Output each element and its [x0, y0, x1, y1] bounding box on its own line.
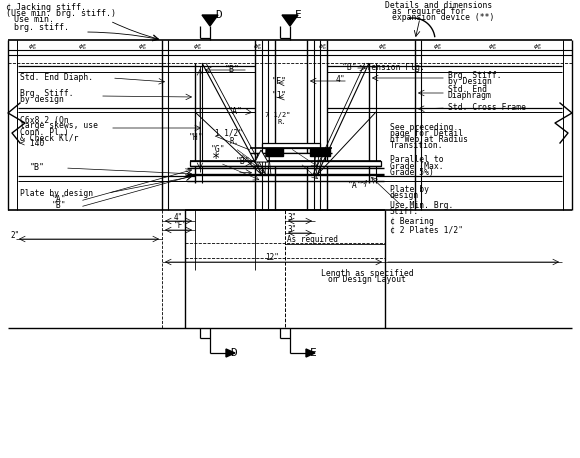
- Text: large skews, use: large skews, use: [20, 121, 98, 131]
- Polygon shape: [266, 148, 283, 156]
- Text: Std. Cross Frame: Std. Cross Frame: [448, 104, 526, 113]
- Text: "F": "F": [272, 77, 287, 87]
- Text: Brg. Stiff.: Brg. Stiff.: [20, 88, 74, 98]
- Text: "B": "B": [225, 65, 240, 73]
- Text: C6x8.2 (On: C6x8.2 (On: [20, 115, 69, 125]
- Text: "A": "A": [348, 181, 362, 191]
- Bar: [190, 161, 381, 166]
- Text: expansion device (**): expansion device (**): [392, 12, 494, 22]
- Text: $\phi_b^a$: $\phi_b^a$: [252, 42, 262, 52]
- Text: < 140: < 140: [20, 140, 45, 148]
- Text: on Design Layout: on Design Layout: [328, 276, 406, 284]
- Text: Std. End Diaph.: Std. End Diaph.: [20, 73, 93, 82]
- Text: E: E: [310, 349, 317, 359]
- Bar: [257, 153, 325, 161]
- Polygon shape: [226, 349, 235, 357]
- Text: ¢ Bearing: ¢ Bearing: [390, 217, 434, 225]
- Text: As required: As required: [287, 235, 338, 245]
- Text: "B": "B": [236, 158, 251, 167]
- Text: "B"  Tension Flg.: "B" Tension Flg.: [342, 62, 425, 71]
- Text: Diaphragm: Diaphragm: [448, 92, 492, 100]
- Text: by design: by design: [20, 94, 64, 104]
- Polygon shape: [255, 150, 268, 162]
- Text: brg. stiff.: brg. stiff.: [14, 22, 69, 32]
- Text: $\phi_b^a$: $\phi_b^a$: [137, 42, 146, 52]
- Text: E: E: [295, 10, 302, 20]
- Text: Conn. Pl.): Conn. Pl.): [20, 127, 69, 136]
- Text: $\phi_b^a$: $\phi_b^a$: [78, 42, 86, 52]
- Text: 7 1/2": 7 1/2": [265, 112, 291, 118]
- Text: Use min.: Use min.: [14, 16, 54, 24]
- Text: See preceding: See preceding: [390, 124, 454, 132]
- Text: "H": "H": [188, 133, 204, 142]
- Text: Use Min. Brg.: Use Min. Brg.: [390, 201, 454, 209]
- Text: D: D: [230, 349, 237, 359]
- Text: by Design: by Design: [448, 76, 492, 86]
- Text: 12": 12": [266, 252, 280, 262]
- Text: Details and dimensions: Details and dimensions: [385, 0, 492, 10]
- Text: R.: R.: [278, 119, 287, 125]
- Text: "G": "G": [211, 146, 226, 154]
- Bar: [262, 143, 320, 148]
- Text: Transition.: Transition.: [390, 142, 444, 151]
- Text: 1 1/2": 1 1/2": [215, 129, 243, 137]
- Text: "J": "J": [272, 92, 287, 100]
- Text: Parallel to: Parallel to: [390, 156, 444, 164]
- Text: *: *: [212, 151, 220, 165]
- Text: page for Detail: page for Detail: [390, 130, 463, 138]
- Text: 3": 3": [287, 224, 296, 234]
- Text: $\phi_b^a$: $\phi_b^a$: [318, 42, 327, 52]
- Text: Std. End: Std. End: [448, 86, 487, 94]
- Text: Grade (Max.: Grade (Max.: [390, 162, 444, 170]
- Text: Plate by design: Plate by design: [20, 189, 93, 197]
- Text: Grade 5%): Grade 5%): [390, 168, 434, 176]
- Polygon shape: [306, 349, 315, 357]
- Text: "A": "A": [228, 107, 243, 115]
- Polygon shape: [282, 15, 298, 26]
- Text: D: D: [215, 10, 222, 20]
- Text: 3": 3": [287, 213, 296, 222]
- Text: design: design: [390, 191, 419, 201]
- Text: ¢ Jacking stiff.: ¢ Jacking stiff.: [6, 2, 86, 11]
- Text: "F": "F": [173, 222, 187, 230]
- Text: Length as specified: Length as specified: [321, 268, 414, 278]
- Text: Brg. Stiff.: Brg. Stiff.: [448, 71, 502, 80]
- Text: as required for: as required for: [392, 6, 465, 16]
- Text: $\phi_b^a$: $\phi_b^a$: [378, 42, 386, 52]
- Text: of Web at Radius: of Web at Radius: [390, 136, 468, 145]
- Text: & Check Kl/r: & Check Kl/r: [20, 133, 78, 142]
- Text: $\phi_b^a$: $\phi_b^a$: [28, 42, 37, 52]
- Text: $\phi_b^a$: $\phi_b^a$: [488, 42, 496, 52]
- Text: Plate by: Plate by: [390, 185, 429, 195]
- Text: "B": "B": [30, 164, 45, 173]
- Text: Stiff.: Stiff.: [390, 207, 419, 216]
- Text: (Use min. brg. stiff.): (Use min. brg. stiff.): [6, 9, 116, 17]
- Text: "B": "B": [52, 202, 67, 211]
- Text: $\phi_b^a$: $\phi_b^a$: [193, 42, 201, 52]
- Text: ¢ 2 Plates 1/2": ¢ 2 Plates 1/2": [390, 225, 463, 234]
- Text: 4": 4": [336, 76, 346, 84]
- Polygon shape: [310, 148, 330, 156]
- Text: R.: R.: [230, 137, 239, 147]
- Polygon shape: [202, 15, 218, 26]
- Text: $\phi_b^a$: $\phi_b^a$: [532, 42, 542, 52]
- Text: 4": 4": [173, 213, 183, 222]
- Text: 2": 2": [10, 230, 19, 240]
- Text: "A": "A": [52, 196, 67, 205]
- Text: $\phi_b^a$: $\phi_b^a$: [433, 42, 441, 52]
